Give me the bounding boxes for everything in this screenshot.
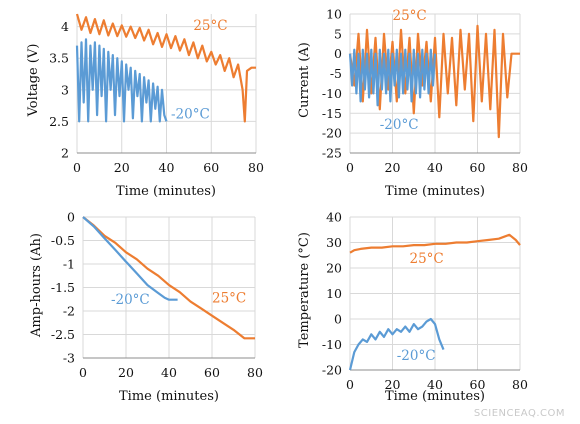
current-y-tick-label: -10 bbox=[322, 86, 342, 101]
amphours-y-tick-label: 0 bbox=[67, 210, 75, 225]
temperature-y-tick-label: 30 bbox=[326, 235, 342, 250]
temperature-annotation-25c: 25°C bbox=[410, 251, 444, 267]
amphours-y-label: Amp-hours (Ah) bbox=[29, 233, 44, 338]
temperature-grid bbox=[349, 216, 521, 371]
voltage-series-25c-line bbox=[75, 13, 256, 123]
temperature-y-label: Temperature (°C) bbox=[297, 232, 312, 348]
temperature-x-tick-label: 20 bbox=[385, 377, 401, 392]
temperature-series-25c-line bbox=[349, 233, 521, 254]
current-y-tick-label: 5 bbox=[334, 26, 342, 41]
voltage-x-ticks: 0 20 40 60 80 bbox=[73, 160, 264, 175]
temperature-x-tick-label: 0 bbox=[346, 377, 354, 392]
amphours-x-label: Time (minutes) bbox=[119, 389, 219, 404]
current-y-tick-label: -15 bbox=[322, 106, 342, 121]
temperature-chart: 0 20 40 60 80 -20 -10 0 10 20 30 40 25°C -20°C Time… bbox=[297, 210, 528, 405]
temperature-y-tick-label: -10 bbox=[322, 337, 342, 352]
amphours-series bbox=[82, 216, 255, 340]
voltage-x-tick-label: 40 bbox=[159, 160, 175, 175]
voltage-y-tick-label: 2.5 bbox=[49, 114, 69, 129]
temperature-y-tick-label: -20 bbox=[322, 363, 342, 378]
current-x-tick-label: 60 bbox=[470, 160, 486, 175]
voltage-annotations: 25°C -20°C bbox=[171, 18, 228, 122]
amphours-x-tick-label: 20 bbox=[118, 365, 134, 380]
temperature-annotation-minus20c: -20°C bbox=[397, 348, 436, 364]
temperature-x-tick-label: 60 bbox=[470, 377, 486, 392]
voltage-x-tick-label: 60 bbox=[203, 160, 219, 175]
amphours-series-minus20c-line bbox=[82, 216, 178, 301]
current-y-tick-label: 0 bbox=[334, 46, 342, 61]
current-x-label: Time (minutes) bbox=[385, 184, 485, 199]
current-x-tick-label: 0 bbox=[346, 160, 354, 175]
temperature-series-minus20c-line bbox=[348, 317, 445, 371]
temperature-y-tick-label: 20 bbox=[326, 261, 342, 276]
voltage-x-tick-label: 20 bbox=[114, 160, 130, 175]
amphours-y-tick-label: -1 bbox=[63, 257, 75, 272]
amphours-y-tick-label: -1.5 bbox=[51, 280, 75, 295]
amphours-y-tick-label: -0.5 bbox=[51, 233, 75, 248]
current-y-ticks: -25 -20 -15 -10 -5 0 5 10 bbox=[322, 7, 342, 161]
temperature-annotations: 25°C -20°C bbox=[397, 251, 444, 364]
amphours-annotation-25c: 25°C bbox=[212, 291, 246, 307]
current-series bbox=[348, 24, 520, 139]
voltage-x-tick-label: 80 bbox=[248, 160, 264, 175]
temperature-y-tick-label: 10 bbox=[326, 286, 342, 301]
current-annotation-minus20c: -20°C bbox=[380, 117, 419, 133]
current-grid bbox=[349, 13, 521, 154]
voltage-y-tick-label: 2 bbox=[61, 146, 69, 161]
temperature-series bbox=[348, 233, 521, 371]
voltage-y-tick-label: 3.5 bbox=[49, 51, 69, 66]
temperature-y-tick-label: 40 bbox=[326, 210, 342, 225]
voltage-x-tick-label: 0 bbox=[73, 160, 81, 175]
current-y-tick-label: -20 bbox=[322, 126, 342, 141]
amphours-x-ticks: 0 20 40 60 80 bbox=[79, 365, 263, 380]
current-y-tick-label: 10 bbox=[326, 7, 342, 22]
voltage-y-label: Voltage (V) bbox=[26, 44, 41, 118]
amphours-x-tick-label: 60 bbox=[204, 365, 220, 380]
amphours-grid bbox=[82, 216, 256, 359]
voltage-y-tick-label: 4 bbox=[61, 19, 69, 34]
voltage-annotation-25c: 25°C bbox=[193, 18, 227, 34]
amphours-x-tick-label: 80 bbox=[247, 365, 263, 380]
current-annotations: 25°C -20°C bbox=[380, 8, 427, 133]
temperature-x-label: Time (minutes) bbox=[385, 389, 485, 404]
voltage-series-minus20c-line bbox=[75, 38, 168, 123]
amphours-x-tick-label: 40 bbox=[161, 365, 177, 380]
temperature-x-ticks: 0 20 40 60 80 bbox=[346, 377, 528, 392]
watermark-text: SCIENCEAQ.COM bbox=[474, 408, 565, 419]
voltage-y-tick-label: 3 bbox=[61, 82, 69, 97]
amphours-annotations: 25°C -20°C bbox=[111, 291, 246, 308]
current-x-tick-label: 40 bbox=[427, 160, 443, 175]
temperature-x-tick-label: 40 bbox=[427, 377, 443, 392]
amphours-y-tick-label: -2.5 bbox=[51, 327, 75, 342]
current-chart: 0 20 40 60 80 -25 -20 -15 -10 -5 0 5 10 25°C -20°C T… bbox=[297, 7, 528, 200]
amphours-x-tick-label: 0 bbox=[79, 365, 87, 380]
amphours-annotation-minus20c: -20°C bbox=[111, 292, 150, 308]
temperature-x-tick-label: 80 bbox=[512, 377, 528, 392]
current-x-ticks: 0 20 40 60 80 bbox=[346, 160, 528, 175]
current-x-tick-label: 20 bbox=[385, 160, 401, 175]
amphours-y-ticks: -3 -2.5 -2 -1.5 -1 -0.5 0 bbox=[51, 210, 75, 366]
amphours-y-tick-label: -3 bbox=[63, 351, 75, 366]
current-y-label: Current (A) bbox=[297, 42, 312, 118]
amphours-y-tick-label: -2 bbox=[63, 304, 75, 319]
temperature-y-tick-label: 0 bbox=[334, 312, 342, 327]
current-annotation-25c: 25°C bbox=[393, 8, 427, 24]
current-y-tick-label: -5 bbox=[330, 66, 342, 81]
temperature-y-ticks: -20 -10 0 10 20 30 40 bbox=[322, 210, 342, 378]
voltage-y-ticks: 2 2.5 3 3.5 4 bbox=[49, 19, 69, 160]
current-series-minus20c-line bbox=[348, 48, 437, 107]
current-y-tick-label: -25 bbox=[322, 146, 342, 161]
current-x-tick-label: 80 bbox=[512, 160, 528, 175]
amphours-series-25c-line bbox=[82, 216, 255, 340]
voltage-series bbox=[75, 13, 256, 123]
amphours-chart: 0 20 40 60 80 -3-2.5-2-1.5-1-0.50 25°C-20°C … bbox=[29, 210, 263, 405]
voltage-x-label: Time (minutes) bbox=[116, 184, 216, 199]
voltage-annotation-minus20c: -20°C bbox=[171, 106, 210, 122]
voltage-chart: 0 20 40 60 80 2 2.5 3 3.5 4 25°C -20°C Time (minu… bbox=[26, 13, 264, 199]
